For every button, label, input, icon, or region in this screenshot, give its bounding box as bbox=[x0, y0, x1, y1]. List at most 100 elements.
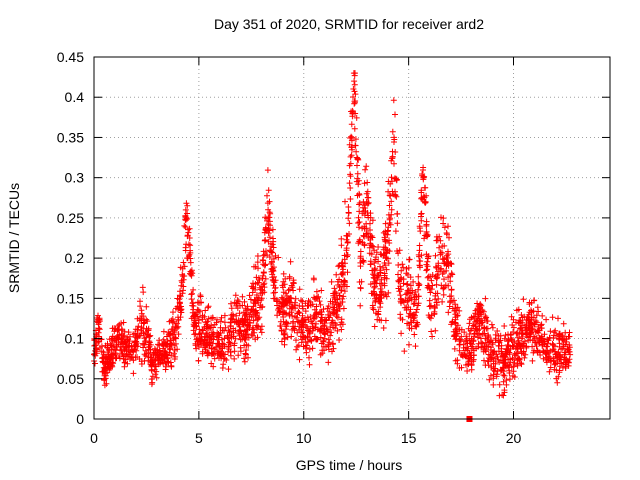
data-point bbox=[171, 350, 177, 357]
data-point bbox=[509, 372, 516, 379]
data-point bbox=[120, 343, 127, 350]
data-point bbox=[194, 299, 201, 306]
data-point bbox=[454, 322, 461, 329]
data-point bbox=[428, 277, 435, 284]
data-point bbox=[506, 367, 513, 374]
data-point bbox=[514, 346, 521, 353]
data-point bbox=[165, 331, 172, 338]
data-point bbox=[140, 344, 147, 351]
data-point-peak bbox=[370, 271, 376, 278]
data-point-peak bbox=[208, 335, 215, 342]
data-point bbox=[179, 265, 186, 272]
data-point bbox=[190, 313, 197, 320]
y-axis-label: SRMTID / TECUs bbox=[6, 183, 22, 293]
data-point bbox=[113, 355, 120, 361]
data-point bbox=[343, 283, 350, 290]
data-point bbox=[518, 361, 525, 368]
data-point-peak bbox=[179, 279, 186, 286]
data-point bbox=[270, 277, 277, 284]
data-point bbox=[358, 278, 365, 285]
data-point bbox=[505, 364, 512, 371]
data-point bbox=[439, 298, 446, 305]
data-point bbox=[172, 334, 179, 341]
data-point-peak bbox=[351, 78, 358, 85]
data-point-peak bbox=[330, 319, 337, 326]
data-point bbox=[416, 242, 423, 249]
data-point bbox=[280, 284, 286, 291]
data-point bbox=[438, 265, 445, 272]
data-point bbox=[540, 355, 547, 362]
data-point bbox=[428, 286, 435, 293]
data-point bbox=[494, 328, 501, 334]
data-point bbox=[415, 273, 422, 280]
data-point bbox=[101, 375, 108, 382]
data-point bbox=[367, 220, 373, 227]
data-point bbox=[205, 315, 212, 322]
data-point bbox=[468, 349, 475, 356]
data-point bbox=[357, 302, 364, 309]
data-point bbox=[386, 192, 393, 199]
data-point bbox=[270, 255, 277, 262]
data-point bbox=[329, 300, 336, 307]
data-point bbox=[111, 325, 118, 332]
data-point bbox=[264, 192, 270, 199]
data-point bbox=[204, 341, 211, 347]
data-point bbox=[260, 270, 267, 276]
data-point bbox=[399, 261, 406, 268]
x-tick-label: 5 bbox=[195, 430, 203, 446]
data-point bbox=[478, 344, 485, 351]
data-point bbox=[136, 317, 143, 324]
data-point bbox=[380, 292, 387, 299]
data-point bbox=[361, 202, 368, 209]
x-tick-label: 10 bbox=[296, 430, 312, 446]
data-point bbox=[529, 326, 536, 333]
data-point bbox=[174, 346, 181, 353]
data-point bbox=[406, 322, 413, 328]
data-point bbox=[342, 198, 348, 205]
data-point bbox=[448, 293, 455, 299]
data-point bbox=[388, 206, 395, 213]
data-point bbox=[100, 351, 107, 358]
data-point bbox=[232, 335, 239, 342]
data-point bbox=[211, 350, 218, 357]
data-point bbox=[176, 303, 183, 310]
data-point-peak bbox=[460, 351, 467, 358]
data-point bbox=[533, 335, 540, 341]
data-point bbox=[280, 331, 287, 338]
data-point-peak bbox=[357, 255, 364, 262]
data-point bbox=[546, 368, 553, 375]
data-point-peak bbox=[443, 255, 450, 262]
data-point bbox=[312, 336, 319, 343]
data-point bbox=[365, 230, 372, 237]
data-point bbox=[137, 298, 143, 305]
data-point bbox=[220, 361, 227, 368]
data-point bbox=[447, 278, 454, 285]
data-point bbox=[437, 266, 444, 273]
data-point bbox=[241, 298, 248, 305]
data-point bbox=[376, 291, 383, 298]
data-point bbox=[346, 180, 353, 187]
data-point bbox=[418, 213, 424, 220]
data-point bbox=[240, 319, 247, 326]
data-point bbox=[302, 300, 309, 307]
data-point bbox=[346, 141, 353, 148]
data-point-peak bbox=[451, 319, 458, 326]
data-point bbox=[130, 331, 137, 338]
data-point bbox=[333, 271, 340, 278]
data-point bbox=[396, 276, 403, 283]
data-point bbox=[186, 225, 193, 232]
data-point bbox=[355, 181, 362, 188]
data-point bbox=[187, 259, 194, 266]
data-point bbox=[360, 198, 367, 205]
data-point bbox=[527, 336, 534, 343]
data-point bbox=[365, 199, 372, 206]
data-point bbox=[493, 371, 500, 378]
data-point bbox=[348, 152, 355, 159]
data-point bbox=[202, 307, 209, 314]
data-point bbox=[523, 344, 530, 351]
data-point bbox=[355, 220, 362, 226]
data-point bbox=[412, 343, 419, 350]
data-point bbox=[381, 274, 388, 281]
data-point bbox=[496, 359, 503, 366]
